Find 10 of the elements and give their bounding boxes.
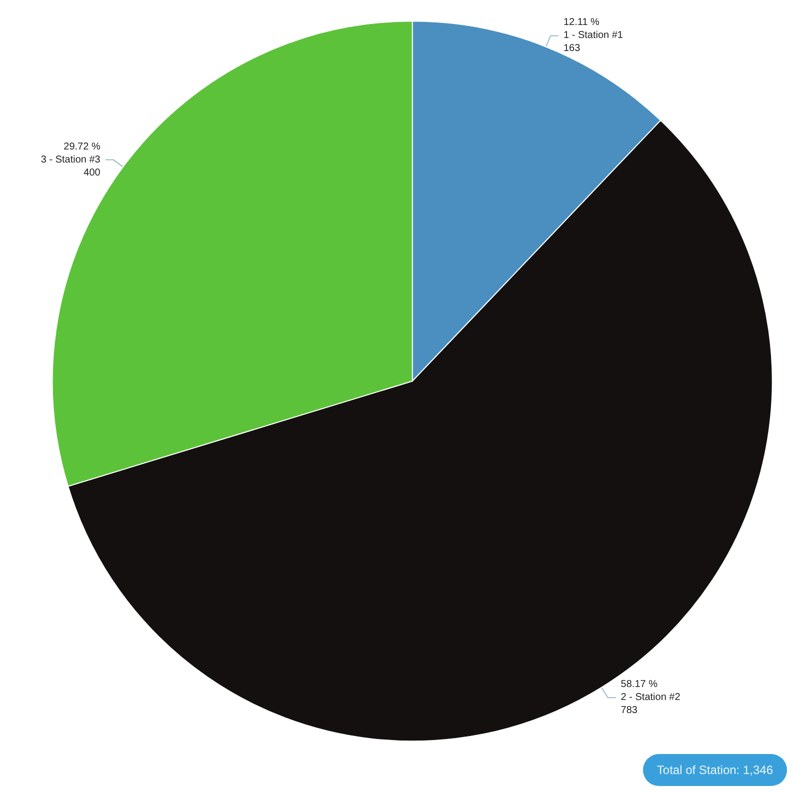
slice-label: 1 - Station #1 — [563, 30, 624, 42]
data-label: 163 — [563, 43, 581, 54]
text: Total of Station: 1,346 — [642, 754, 787, 786]
data-label: 400 — [84, 167, 101, 178]
text: 58.17 % — [620, 679, 658, 690]
slice-label: 2 - Station #2 — [620, 692, 681, 704]
data-label: 783 — [620, 705, 638, 716]
slice-label: 3 - Station #3 — [40, 154, 101, 166]
text: 12.11 % — [563, 17, 600, 28]
text: 29.72 % — [64, 141, 100, 152]
